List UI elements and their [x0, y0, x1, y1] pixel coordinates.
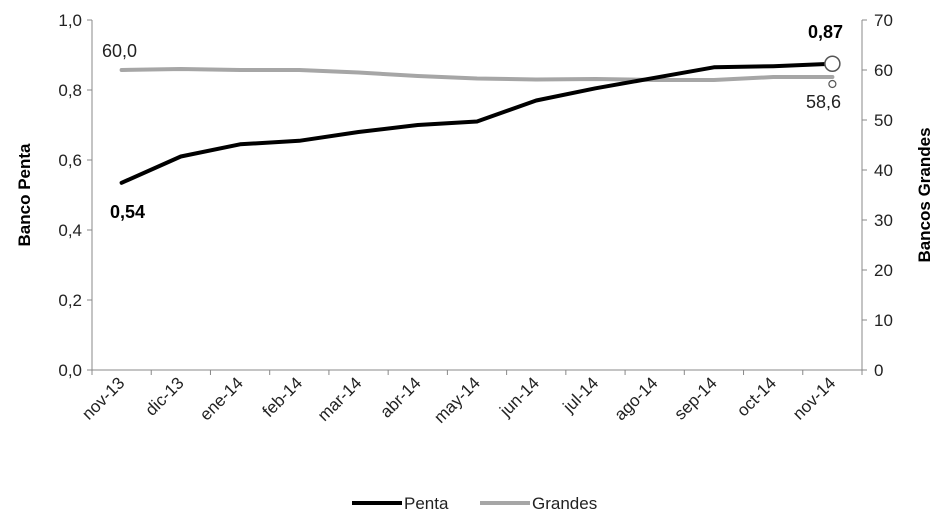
right-y-tick-label: 10	[874, 311, 893, 330]
x-tick-label: oct-14	[733, 373, 780, 420]
left-axis-title: Banco Penta	[15, 143, 34, 247]
penta-start-label: 0,54	[110, 202, 145, 222]
legend-label-grandes: Grandes	[532, 494, 597, 513]
x-tick-label: abr-14	[376, 373, 424, 421]
left-y-tick-label: 1,0	[58, 11, 82, 30]
tick-group: 0,0 0,2 0,4 0,6 0,8 1,0 0 10 20 30 40 50 60 70 nov-13 d…	[58, 11, 893, 427]
right-axis-title: Bancos Grandes	[915, 127, 934, 262]
x-tick-label: mar-14	[314, 373, 366, 425]
legend: Penta Grandes	[352, 494, 597, 513]
x-tick-label: jul-14	[559, 373, 603, 417]
penta-end-label: 0,87	[808, 22, 843, 42]
marker-group	[824, 55, 841, 89]
legend-label-penta: Penta	[404, 494, 449, 513]
x-tick-label: sep-14	[671, 373, 721, 423]
x-tick-label: nov-13	[78, 373, 128, 423]
grandes-end-label: 58,6	[806, 92, 841, 112]
series-group	[119, 61, 835, 185]
right-y-tick-label: 20	[874, 261, 893, 280]
grandes-start-label: 60,0	[102, 41, 137, 61]
right-y-tick-label: 30	[874, 211, 893, 230]
x-tick-label: may-14	[430, 373, 484, 427]
left-y-tick-label: 0,4	[58, 221, 82, 240]
x-tick-label: nov-14	[789, 373, 839, 423]
left-y-tick-label: 0,0	[58, 361, 82, 380]
left-y-tick-label: 0,6	[58, 151, 82, 170]
penta-end-marker	[824, 55, 841, 72]
right-y-tick-label: 40	[874, 161, 893, 180]
right-y-tick-label: 60	[874, 61, 893, 80]
x-tick-label: jun-14	[495, 373, 543, 421]
series-line-grandes	[119, 67, 835, 82]
x-tick-label: ene-14	[196, 373, 247, 424]
series-line-penta	[119, 61, 835, 185]
left-y-tick-label: 0,8	[58, 81, 82, 100]
axes	[91, 20, 863, 371]
x-tick-label: feb-14	[259, 373, 307, 421]
x-tick-label: ago-14	[611, 373, 662, 424]
x-tick-label: dic-13	[141, 373, 187, 419]
grandes-end-marker	[828, 79, 837, 89]
right-y-tick-label: 70	[874, 11, 893, 30]
right-y-tick-label: 0	[874, 361, 883, 380]
right-y-tick-label: 50	[874, 111, 893, 130]
left-y-tick-label: 0,2	[58, 291, 82, 310]
